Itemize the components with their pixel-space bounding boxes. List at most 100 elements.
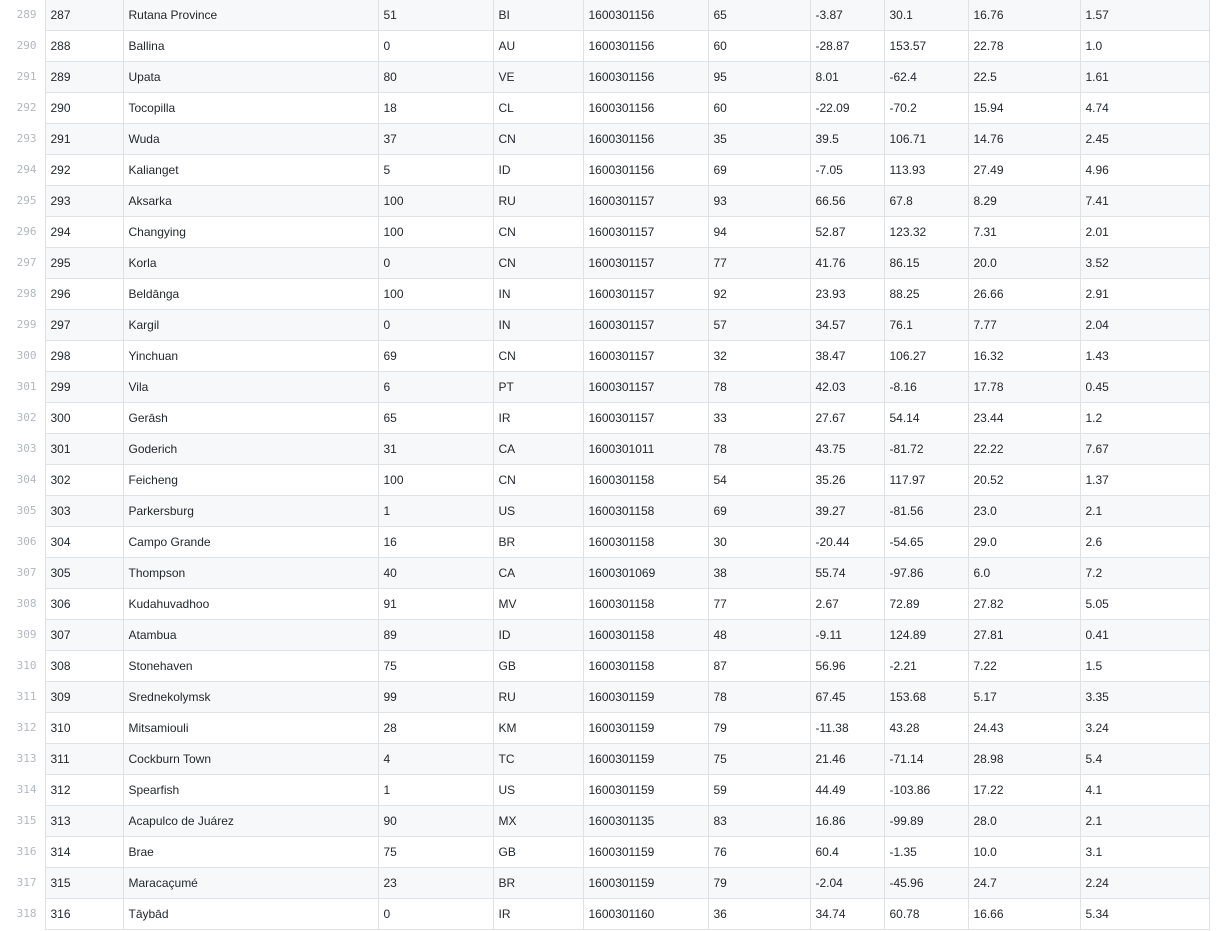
city-cell: Maracaçumé <box>122 867 379 899</box>
lng-cell: 153.57 <box>883 30 969 62</box>
line-number[interactable]: 318 <box>0 898 46 930</box>
date-cell: 1600301157 <box>582 278 709 310</box>
cloudiness-cell: 0 <box>377 898 494 930</box>
wind-speed-cell: 7.2 <box>1079 557 1210 589</box>
id-cell: 301 <box>44 433 124 465</box>
country-cell: CN <box>492 216 584 248</box>
date-cell: 1600301158 <box>582 650 709 682</box>
max-temp-cell: 14.76 <box>967 123 1081 155</box>
line-number[interactable]: 291 <box>0 61 46 93</box>
max-temp-cell: 5.17 <box>967 681 1081 713</box>
country-cell: CN <box>492 247 584 279</box>
lat-cell: 35.26 <box>809 464 885 496</box>
date-cell: 1600301160 <box>582 898 709 930</box>
cloudiness-cell: 99 <box>377 681 494 713</box>
cloudiness-cell: 0 <box>377 247 494 279</box>
date-cell: 1600301157 <box>582 371 709 403</box>
id-cell: 306 <box>44 588 124 620</box>
cloudiness-cell: 16 <box>377 526 494 558</box>
city-cell: Yinchuan <box>122 340 379 372</box>
line-number[interactable]: 312 <box>0 712 46 744</box>
line-number[interactable]: 314 <box>0 774 46 806</box>
line-number[interactable]: 289 <box>0 0 46 31</box>
line-number[interactable]: 292 <box>0 92 46 124</box>
max-temp-cell: 22.5 <box>967 61 1081 93</box>
max-temp-cell: 28.98 <box>967 743 1081 775</box>
line-number[interactable]: 306 <box>0 526 46 558</box>
wind-speed-cell: 2.1 <box>1079 805 1210 837</box>
line-number[interactable]: 317 <box>0 867 46 899</box>
line-number[interactable]: 310 <box>0 650 46 682</box>
table-row: 305 303 Parkersburg 1 US 1600301158 69 39.27 -81… <box>0 495 1210 527</box>
id-cell: 287 <box>44 0 124 31</box>
city-cell: Kargil <box>122 309 379 341</box>
lat-cell: 43.75 <box>809 433 885 465</box>
date-cell: 1600301156 <box>582 123 709 155</box>
max-temp-cell: 16.66 <box>967 898 1081 930</box>
country-cell: MV <box>492 588 584 620</box>
table-row: 303 301 Goderich 31 CA 1600301011 78 43.75 -81.7… <box>0 433 1210 465</box>
city-cell: Brae <box>122 836 379 868</box>
wind-speed-cell: 0.45 <box>1079 371 1210 403</box>
line-number[interactable]: 305 <box>0 495 46 527</box>
humidity-cell: 94 <box>707 216 811 248</box>
line-number[interactable]: 296 <box>0 216 46 248</box>
humidity-cell: 95 <box>707 61 811 93</box>
cloudiness-cell: 1 <box>377 495 494 527</box>
line-number[interactable]: 301 <box>0 371 46 403</box>
lat-cell: -28.87 <box>809 30 885 62</box>
line-number[interactable]: 290 <box>0 30 46 62</box>
line-number[interactable]: 295 <box>0 185 46 217</box>
lng-cell: -70.2 <box>883 92 969 124</box>
country-cell: KM <box>492 712 584 744</box>
lat-cell: -20.44 <box>809 526 885 558</box>
country-cell: CA <box>492 433 584 465</box>
line-number[interactable]: 304 <box>0 464 46 496</box>
date-cell: 1600301157 <box>582 185 709 217</box>
humidity-cell: 69 <box>707 154 811 186</box>
country-cell: US <box>492 774 584 806</box>
table-row: 306 304 Campo Grande 16 BR 1600301158 30 -20.44… <box>0 526 1210 558</box>
city-cell: Goderich <box>122 433 379 465</box>
line-number[interactable]: 293 <box>0 123 46 155</box>
lng-cell: -8.16 <box>883 371 969 403</box>
id-cell: 302 <box>44 464 124 496</box>
humidity-cell: 60 <box>707 30 811 62</box>
cloudiness-cell: 65 <box>377 402 494 434</box>
max-temp-cell: 17.78 <box>967 371 1081 403</box>
max-temp-cell: 16.32 <box>967 340 1081 372</box>
id-cell: 296 <box>44 278 124 310</box>
line-number[interactable]: 315 <box>0 805 46 837</box>
line-number[interactable]: 297 <box>0 247 46 279</box>
wind-speed-cell: 2.45 <box>1079 123 1210 155</box>
line-number[interactable]: 302 <box>0 402 46 434</box>
country-cell: GB <box>492 650 584 682</box>
lat-cell: 41.76 <box>809 247 885 279</box>
wind-speed-cell: 5.34 <box>1079 898 1210 930</box>
lat-cell: 23.93 <box>809 278 885 310</box>
date-cell: 1600301159 <box>582 774 709 806</box>
table-row: 314 312 Spearfish 1 US 1600301159 59 44.49 -103.… <box>0 774 1210 806</box>
line-number[interactable]: 294 <box>0 154 46 186</box>
line-number[interactable]: 316 <box>0 836 46 868</box>
wind-speed-cell: 5.05 <box>1079 588 1210 620</box>
line-number[interactable]: 300 <box>0 340 46 372</box>
max-temp-cell: 26.66 <box>967 278 1081 310</box>
line-number[interactable]: 313 <box>0 743 46 775</box>
line-number[interactable]: 299 <box>0 309 46 341</box>
line-number[interactable]: 303 <box>0 433 46 465</box>
cloudiness-cell: 18 <box>377 92 494 124</box>
line-number[interactable]: 311 <box>0 681 46 713</box>
line-number[interactable]: 307 <box>0 557 46 589</box>
line-number[interactable]: 308 <box>0 588 46 620</box>
line-number[interactable]: 298 <box>0 278 46 310</box>
line-number[interactable]: 309 <box>0 619 46 651</box>
wind-speed-cell: 4.1 <box>1079 774 1210 806</box>
lng-cell: -54.65 <box>883 526 969 558</box>
id-cell: 312 <box>44 774 124 806</box>
humidity-cell: 83 <box>707 805 811 837</box>
humidity-cell: 78 <box>707 433 811 465</box>
date-cell: 1600301135 <box>582 805 709 837</box>
